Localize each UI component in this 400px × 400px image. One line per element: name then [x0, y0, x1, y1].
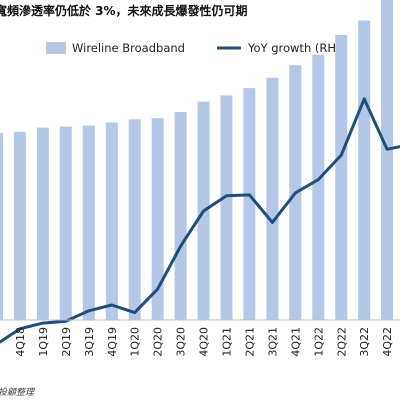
x-tick-label-4Q20: 4Q20 [198, 327, 211, 357]
bar-2Q20 [151, 118, 164, 320]
x-tick-label-3Q22: 3Q22 [358, 327, 371, 357]
bar-2Q19 [59, 126, 72, 320]
x-tick-label-2Q20: 2Q20 [152, 327, 165, 357]
bar-3Q22 [358, 20, 371, 320]
bar-3Q18 [0, 132, 3, 320]
x-tick-label-4Q22: 4Q22 [381, 327, 394, 357]
legend-label-line: YoY growth (RHS) [247, 41, 348, 55]
bar-2Q21 [243, 88, 256, 320]
x-tick-label-2Q19: 2Q19 [60, 327, 73, 357]
x-tick-label-1Q22: 1Q22 [312, 327, 325, 357]
bar-2Q22 [335, 35, 348, 320]
x-tick-label-4Q21: 4Q21 [289, 327, 302, 357]
bar-series [0, 0, 394, 321]
x-tick-label-2Q21: 2Q21 [243, 327, 256, 357]
legend: Wireline Broadband YoY growth (RHS) [46, 41, 348, 55]
bar-1Q19 [36, 127, 49, 320]
bar-3Q19 [82, 125, 95, 320]
bar-4Q22 [381, 0, 394, 320]
bar-3Q20 [174, 112, 187, 320]
bar-1Q21 [220, 95, 233, 321]
x-tick-labels: 4Q18 1Q19 2Q19 3Q19 4Q19 1Q20 2Q20 3Q20 4Q20 1Q21… [14, 327, 394, 357]
source-note: 投顧整理 [0, 387, 36, 398]
legend-swatch-bar [46, 42, 66, 54]
x-tick-label-1Q19: 1Q19 [37, 327, 50, 357]
legend-label-bar: Wireline Broadband [72, 41, 185, 55]
x-tick-label-4Q18: 4Q18 [14, 327, 27, 357]
x-tick-label-4Q19: 4Q19 [106, 327, 119, 357]
bar-3Q21 [266, 77, 279, 320]
bar-1Q20 [128, 119, 141, 320]
chart-title: 寬頻滲透率仍低於 3%，未來成長爆發性仍可期 [0, 3, 248, 18]
x-tick-label-3Q21: 3Q21 [266, 327, 279, 357]
bar-4Q19 [105, 122, 118, 321]
x-tick-label-3Q20: 3Q20 [175, 327, 188, 357]
x-tick-label-1Q20: 1Q20 [129, 327, 142, 357]
bar-4Q18 [13, 131, 26, 320]
yoy-growth-line [0, 97, 400, 344]
x-tick-label-2Q22: 2Q22 [335, 327, 348, 357]
x-tick-label-1Q21: 1Q21 [221, 327, 234, 357]
bar-1Q22 [312, 54, 325, 321]
x-tick-label-3Q19: 3Q19 [83, 327, 96, 357]
